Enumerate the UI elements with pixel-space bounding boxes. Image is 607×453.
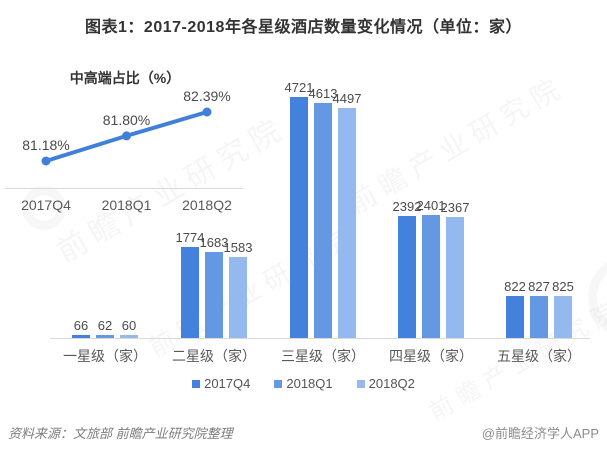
legend-item-2018q2: 2018Q2 (356, 376, 415, 391)
bar-2018Q1 (96, 335, 114, 338)
bar-value-label: 2401 (416, 198, 446, 213)
bar-x-axis (50, 338, 590, 339)
legend-label: 2017Q4 (204, 376, 251, 391)
bar-value-label: 4721 (284, 80, 314, 95)
bar-value-label: 2392 (392, 199, 422, 214)
category-label: 五星级（家） (497, 348, 581, 364)
bar-2017Q4 (506, 296, 524, 338)
legend-item-2018q1: 2018Q1 (274, 376, 333, 391)
line-point-label: 81.18% (22, 137, 70, 153)
bar-value-label: 825 (552, 279, 574, 294)
legend-label: 2018Q2 (368, 376, 415, 391)
bar-2018Q1 (422, 215, 440, 338)
watermark-text: 前瞻产业研究院 (343, 70, 571, 220)
bar-value-label: 2367 (440, 200, 470, 215)
line-point-label: 82.39% (183, 88, 231, 104)
line-point-label: 81.80% (102, 111, 151, 128)
source-note: 资料来源：文旅部 前瞻产业研究院整理 (8, 426, 233, 441)
legend-swatch-2018q1 (274, 379, 283, 388)
line-point (202, 107, 212, 117)
line-point (41, 156, 51, 166)
bar-2017Q4 (181, 247, 199, 338)
bar-value-label: 4497 (332, 91, 362, 106)
bar-2018Q1 (205, 252, 223, 338)
legend-swatch-2018q2 (356, 379, 365, 388)
bar-2018Q1 (530, 296, 548, 338)
category-label: 三星级（家） (281, 348, 365, 364)
legend-item-2017q4: 2017Q4 (192, 376, 250, 391)
bar-2018Q2 (338, 108, 356, 338)
bar-2018Q1 (314, 103, 332, 338)
bar-2018Q2 (229, 257, 247, 338)
line-x-axis (5, 188, 243, 189)
bar-2017Q4 (72, 335, 90, 338)
line-x-tick: 2017Q4 (21, 197, 71, 213)
legend-label: 2018Q1 (286, 376, 333, 391)
bar-value-label: 1583 (223, 240, 253, 255)
credit-note: @前瞻经济学人APP (481, 426, 599, 441)
bar-2018Q2 (554, 296, 572, 338)
footer: 资料来源：文旅部 前瞻产业研究院整理 @前瞻经济学人APP (0, 423, 607, 442)
bar-value-label: 62 (97, 318, 113, 333)
category-label: 二星级（家） (172, 348, 256, 364)
watermark-logo-circle (588, 256, 607, 338)
page-title: 图表1：2017-2018年各星级酒店数量变化情况（单位：家） (85, 19, 522, 36)
bar-value-label: 1683 (199, 235, 229, 250)
legend: 2017Q4 2018Q1 2018Q2 (0, 376, 607, 391)
bar-value-label: 4613 (308, 86, 338, 101)
bar-value-label: 1774 (175, 230, 205, 245)
bar-2017Q4 (398, 216, 416, 338)
bar-2017Q4 (290, 97, 308, 338)
line-x-tick: 2018Q2 (182, 197, 232, 213)
line-x-tick: 2018Q1 (101, 197, 152, 213)
bar-value-label: 60 (121, 318, 137, 333)
bar-2018Q2 (120, 335, 138, 338)
bar-value-label: 827 (528, 279, 550, 294)
category-label: 一星级（家） (63, 348, 147, 364)
line-chart-title: 中高端占比（%） (69, 70, 181, 86)
bar-2018Q2 (446, 217, 464, 338)
category-label: 四星级（家） (389, 348, 473, 364)
bar-value-label: 66 (73, 318, 89, 333)
bar-value-label: 822 (504, 279, 526, 294)
legend-swatch-2017q4 (192, 379, 201, 388)
line-point (122, 131, 131, 141)
